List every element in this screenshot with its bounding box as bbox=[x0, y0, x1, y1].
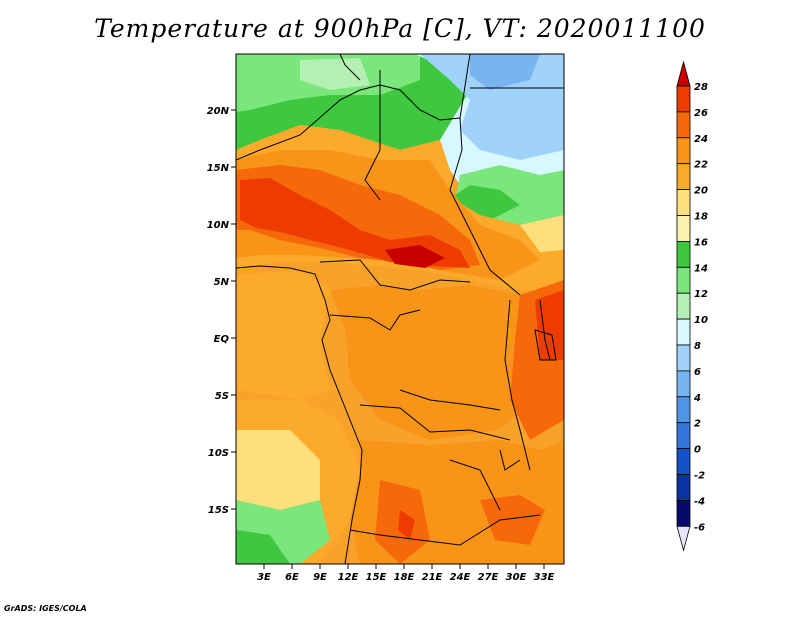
colorbar-label: 20 bbox=[694, 186, 708, 197]
colorbar-swatch bbox=[676, 189, 691, 216]
plot-frame bbox=[235, 53, 565, 565]
lon-label: 6E bbox=[285, 572, 299, 583]
chart-title: Temperature at 900hPa [C], VT: 202001110… bbox=[94, 14, 706, 43]
colorbar-swatch bbox=[676, 474, 691, 501]
colorbar-top-arrow bbox=[676, 60, 691, 87]
colorbar-label: 4 bbox=[693, 393, 701, 404]
lat-label: 15N bbox=[207, 163, 230, 174]
colorbar-swatch bbox=[676, 292, 691, 320]
colorbar-label: -4 bbox=[694, 496, 705, 507]
colorbar-swatch bbox=[676, 344, 691, 372]
colorbar-swatch bbox=[676, 240, 691, 268]
lon-label: 30E bbox=[506, 572, 527, 583]
lat-label: 15S bbox=[208, 505, 229, 516]
colorbar-swatch bbox=[676, 137, 691, 165]
lat-label: EQ bbox=[214, 334, 230, 345]
colorbar-swatch bbox=[676, 111, 691, 139]
colorbar-bottom-arrow bbox=[676, 525, 691, 552]
colorbar-label: 22 bbox=[694, 160, 708, 171]
longitude-labels: 3E 6E 9E 12E 15E 18E 21E 24E 27E 30E 33E bbox=[257, 572, 554, 583]
lat-label: 10S bbox=[208, 448, 229, 459]
colorbar-label: 8 bbox=[694, 341, 701, 352]
colorbar-swatch bbox=[676, 499, 691, 527]
lat-label: 10N bbox=[207, 220, 230, 231]
colorbar-swatch bbox=[676, 266, 691, 294]
colorbar-swatch bbox=[676, 215, 691, 242]
colorbar-swatch bbox=[676, 163, 691, 190]
country-borders bbox=[236, 54, 564, 564]
lat-label: 20N bbox=[207, 106, 230, 117]
colorbar-swatch bbox=[676, 422, 691, 450]
colorbar-swatch bbox=[676, 318, 691, 346]
colorbar-label: 24 bbox=[694, 134, 708, 145]
lon-label: 27E bbox=[478, 572, 499, 583]
colorbar-label: -6 bbox=[694, 522, 705, 533]
lon-label: 21E bbox=[422, 572, 443, 583]
lon-label: 18E bbox=[394, 572, 415, 583]
colorbar-label: 6 bbox=[694, 367, 701, 378]
colorbar-label: 0 bbox=[694, 445, 701, 456]
colorbar-label: 12 bbox=[694, 289, 708, 300]
colorbar-label: 10 bbox=[694, 315, 708, 326]
lon-label: 33E bbox=[534, 572, 555, 583]
colorbar-swatch bbox=[676, 370, 691, 398]
colorbar-label: 16 bbox=[694, 237, 708, 248]
temperature-field bbox=[236, 54, 564, 564]
colorbar-label: 18 bbox=[694, 212, 708, 223]
colorbar-label: 14 bbox=[694, 263, 708, 274]
lon-label: 3E bbox=[257, 572, 271, 583]
colorbar-swatch bbox=[676, 396, 691, 424]
colorbar-swatch bbox=[676, 85, 691, 113]
lon-label: 24E bbox=[450, 572, 471, 583]
colorbar-label: -2 bbox=[694, 471, 705, 482]
colorbar-swatch bbox=[676, 448, 691, 475]
lon-label: 9E bbox=[313, 572, 327, 583]
lat-label: 5S bbox=[215, 391, 229, 402]
lat-label: 5N bbox=[214, 277, 230, 288]
lon-label: 12E bbox=[338, 572, 359, 583]
latitude-labels: 20N 15N 10N 5N EQ 5S 10S 15S bbox=[207, 106, 230, 516]
grads-credit: GrADS: IGES/COLA bbox=[4, 604, 87, 613]
colorbar-label: 2 bbox=[694, 419, 701, 430]
colorbar-label: 26 bbox=[694, 108, 708, 119]
colorbar-label: 28 bbox=[694, 82, 708, 93]
lon-label: 15E bbox=[366, 572, 387, 583]
axis-ticks bbox=[231, 109, 545, 569]
